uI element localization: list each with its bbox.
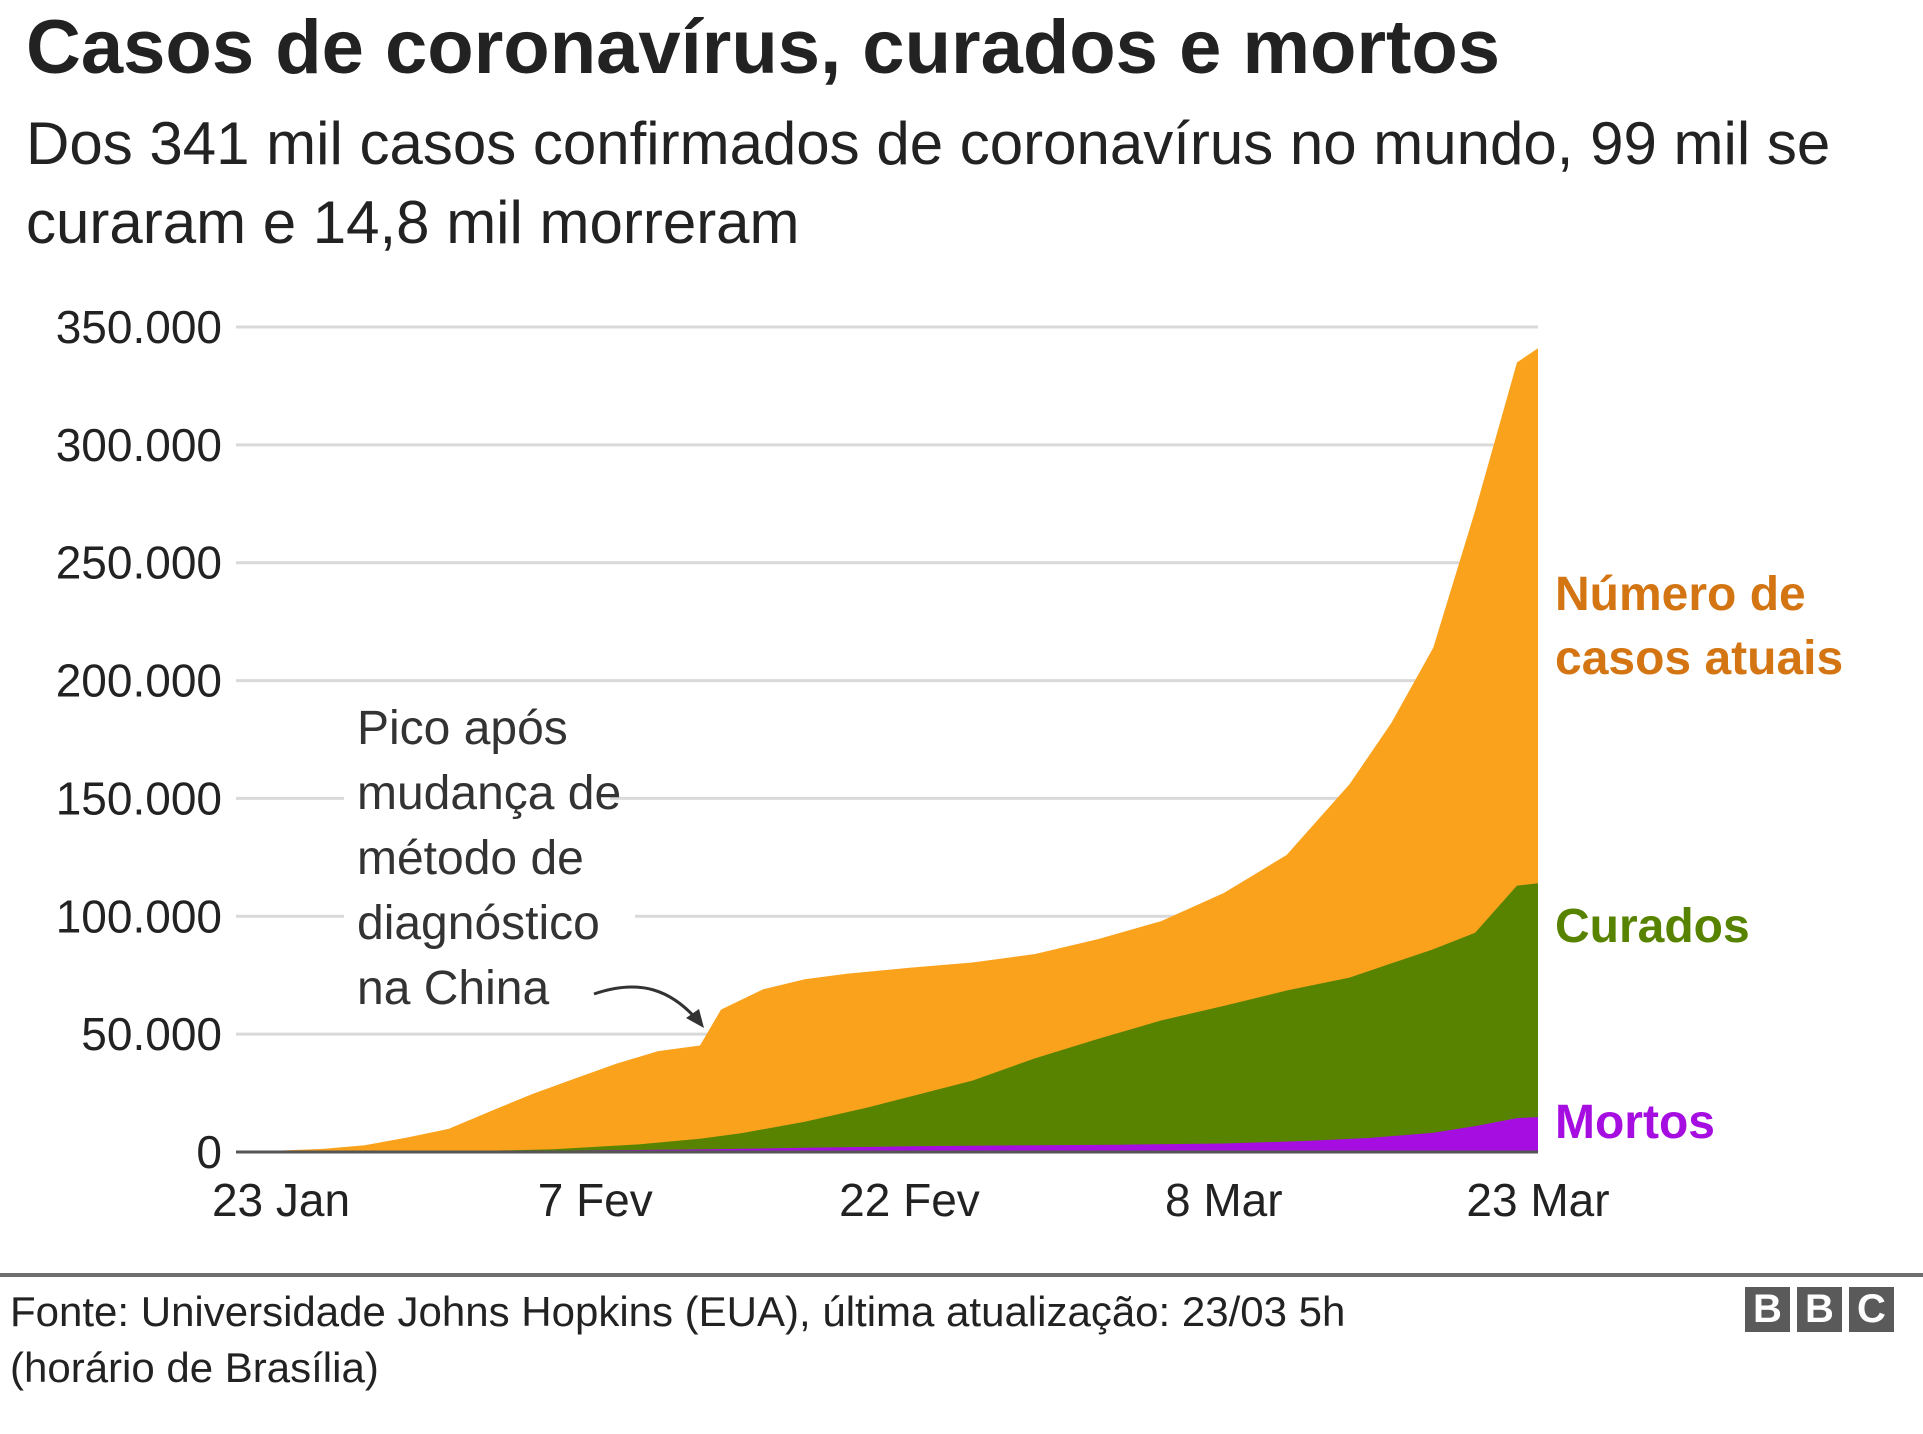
annotations: Pico após mudança de método de diagnóstico n… <box>344 702 704 1028</box>
annotation-text: Pico após <box>357 702 568 755</box>
annotation-arrow <box>593 985 701 1023</box>
source-line-2: (horário de Brasília) <box>10 1344 379 1391</box>
annotation-backdrop <box>344 702 585 756</box>
x-tick-label: 22 Fev <box>839 1174 980 1226</box>
bbc-logo: B B C <box>1745 1287 1894 1332</box>
area-current-cases <box>239 348 1539 1152</box>
y-tick-label: 0 <box>196 1126 222 1178</box>
source-line-1: Fonte: Universidade Johns Hopkins (EUA),… <box>10 1288 1346 1335</box>
area-recovered <box>239 883 1539 1152</box>
source-note: Fonte: Universidade Johns Hopkins (EUA),… <box>10 1284 1710 1396</box>
series-label-current-cases: Número de <box>1555 568 1806 621</box>
area-deaths <box>239 1117 1539 1152</box>
x-tick-label: 7 Fev <box>538 1174 653 1226</box>
series-label-recovered: Curados <box>1555 900 1750 953</box>
x-axis-labels: 23 Jan 7 Fev 22 Fev 8 Mar 23 Mar <box>212 1174 1610 1226</box>
annotation-text: diagnóstico <box>357 897 600 950</box>
bbc-logo-letter: C <box>1849 1287 1894 1332</box>
chart-subtitle: Dos 341 mil casos confirmados de coronav… <box>26 110 1831 256</box>
bbc-logo-letter: B <box>1745 1287 1790 1332</box>
annotation-text: mudança de <box>357 767 621 820</box>
area-series <box>236 348 1539 1154</box>
y-tick-label: 100.000 <box>56 890 222 942</box>
y-tick-label: 150.000 <box>56 772 222 824</box>
bbc-logo-letter: B <box>1797 1287 1842 1332</box>
area-chart: 0 50.000 100.000 150.000 200.000 250.000 300.0… <box>56 301 1843 1226</box>
x-tick-label: 8 Mar <box>1165 1174 1283 1226</box>
series-label-current-cases: casos atuais <box>1555 632 1843 685</box>
y-tick-label: 250.000 <box>56 537 222 589</box>
footer-divider <box>0 1273 1923 1277</box>
y-axis-labels: 0 50.000 100.000 150.000 200.000 250.000 300.0… <box>56 301 222 1178</box>
x-tick-label: 23 Jan <box>212 1174 350 1226</box>
x-tick-label: 23 Mar <box>1466 1174 1609 1226</box>
y-tick-label: 200.000 <box>56 655 222 707</box>
annotation-backdrop <box>344 767 610 821</box>
series-label-deaths: Mortos <box>1555 1096 1715 1149</box>
annotation-text: método de <box>357 832 584 885</box>
annotation-arrowhead <box>686 1009 704 1028</box>
series-labels: Número de casos atuais Curados Mortos <box>1555 568 1843 1149</box>
y-tick-label: 300.000 <box>56 419 222 471</box>
y-tick-label: 50.000 <box>81 1008 222 1060</box>
y-tick-label: 350.000 <box>56 301 222 353</box>
annotation-text: na China <box>357 962 549 1015</box>
annotation-backdrop <box>344 962 560 1016</box>
annotation-backdrop <box>344 897 635 951</box>
annotation-backdrop <box>344 832 585 886</box>
chart-title: Casos de coronavírus, curados e mortos <box>26 5 1501 90</box>
